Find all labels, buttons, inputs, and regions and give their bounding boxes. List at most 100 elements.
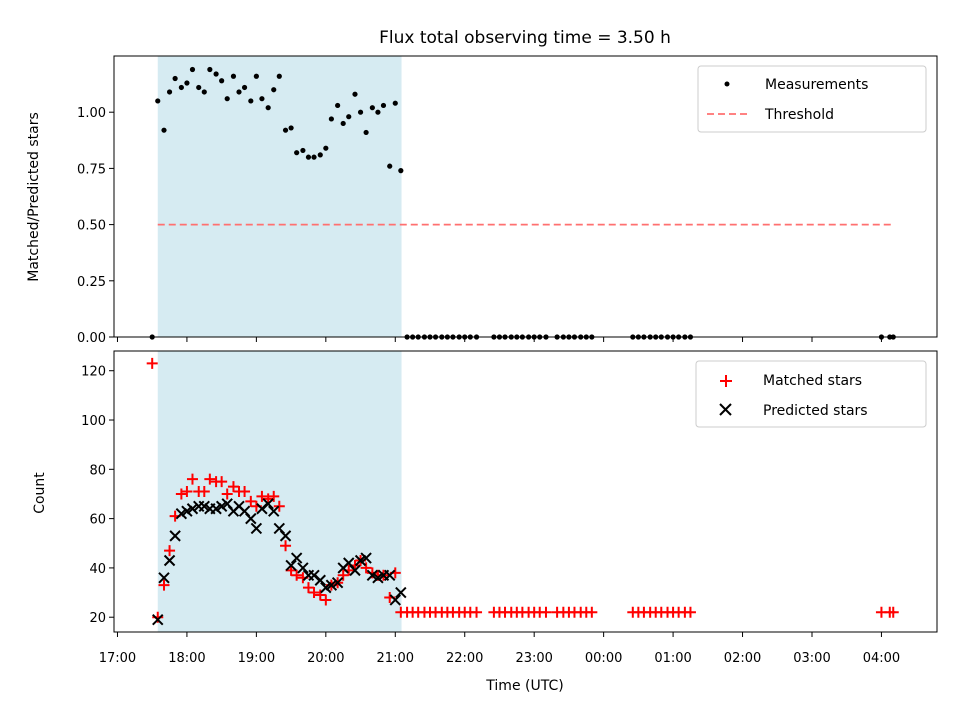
xtick-label: 17:00 [99,651,136,666]
measurement-point [323,145,329,151]
matched-star-point [308,587,320,599]
measurement-point [248,98,254,104]
bottom-panel: 20 40 60 80 100 120 17:00 18:00 19:00 20:00 21:00… [32,350,938,694]
matched-star-point [887,606,899,618]
matched-star-point [227,481,239,493]
chart-title: Flux total observing time = 3.50 h [379,28,671,48]
measurement-point [184,80,190,86]
bottom-legend: Matched stars Predicted stars [695,360,927,428]
bottom-y-ticks: 20 40 60 80 100 120 [81,365,114,626]
matched-star-point [158,579,170,591]
legend-measurement-marker [724,81,730,87]
predicted-star-point [158,572,170,584]
bottom-ytick-label: 100 [81,414,106,429]
bottom-y-axis-label: Count [32,472,48,514]
predicted-star-point [152,613,164,626]
measurement-point [387,163,393,169]
predicted-star-point [360,552,372,564]
matched-star-point [216,476,228,488]
measurement-point [300,147,306,154]
measurement-point [236,89,242,95]
measurement-point [189,66,196,73]
xtick-label: 03:00 [793,651,830,666]
xtick-label: 20:00 [307,651,344,666]
measurement-point [328,116,334,122]
measurement-point [335,102,341,109]
measurement-point [357,109,364,115]
measurement-point [201,89,207,95]
matched-star-point [221,488,233,500]
measurement-point [253,73,259,79]
measurement-point [317,152,323,158]
xtick-label: 04:00 [863,651,900,666]
xtick-label: 19:00 [238,651,275,666]
bottom-ytick-label: 20 [89,611,106,626]
matched-star-point [204,473,216,485]
measurement-point [363,129,369,136]
top-panel: 0.00 0.25 0.50 0.75 1.00 Flux total observin… [26,28,938,346]
matched-star-point [198,486,210,497]
top-ytick-label: 0.75 [77,162,106,177]
legend-measurements-label: Measurements [765,77,868,93]
matched-star-point [239,486,251,497]
predicted-star-point [314,574,326,586]
measurement-point [340,120,346,127]
legend-predicted-marker [719,403,732,416]
matched-star-point [256,490,268,502]
predicted-star-point [250,522,263,535]
matched-star-point [337,569,349,581]
matched-star-point [146,357,158,369]
xtick-label: 00:00 [585,651,622,666]
matched-star-point [245,495,257,507]
top-ytick-label: 0.50 [77,219,106,234]
measurement-point [166,89,173,95]
measurement-point [172,75,178,82]
matched-star-point [273,500,285,512]
top-observing-window [157,56,402,337]
predicted-star-point [285,559,297,572]
predicted-star-point [349,564,361,577]
matched-star-point [540,606,552,618]
measurement-point [375,109,381,115]
top-axes-frame [113,55,938,338]
top-ytick-label: 0.00 [77,331,106,346]
predicted-star-point [331,576,344,589]
matched-star-point [268,490,280,502]
bottom-x-ticks: 17:00 18:00 19:00 20:00 21:00 22:00 23:00 00:00… [99,632,900,666]
top-x-ticks [116,337,882,342]
measurement-point [155,98,161,104]
bottom-ytick-label: 80 [89,463,106,478]
predicted-star-point [245,512,257,525]
measurement-point [352,91,358,97]
measurement-point [282,127,289,133]
xtick-label: 22:00 [446,651,483,666]
measurement-point [161,127,167,133]
x-axis-label: Time (UTC) [485,678,563,694]
measurement-point [380,102,387,109]
legend-matched-marker [720,375,732,387]
matched-star-point [302,582,314,594]
matched-star-point [181,486,193,497]
measurement-point [276,73,282,79]
xtick-label: 21:00 [377,651,414,666]
top-legend-box [697,65,927,133]
matched-star-point [291,569,303,581]
measurement-point [241,84,248,91]
matched-star-point [175,488,187,500]
measurement-point [392,100,398,106]
matched-star-point [314,589,326,601]
xtick-label: 01:00 [654,651,691,666]
predicted-star-point [290,552,303,564]
xtick-label: 23:00 [515,651,552,666]
measurement-point [294,150,300,156]
measurement-point [230,73,237,79]
legend-predicted-label: Predicted stars [763,403,868,419]
matched-star-point [471,606,483,618]
predicted-star-point [297,562,309,574]
predicted-star-point [186,503,199,515]
top-ytick-label: 0.25 [77,275,106,290]
predicted-stars-points [152,498,407,626]
measurement-point [207,66,213,73]
legend-matched-label: Matched stars [763,373,862,389]
measurement-point [398,168,404,174]
